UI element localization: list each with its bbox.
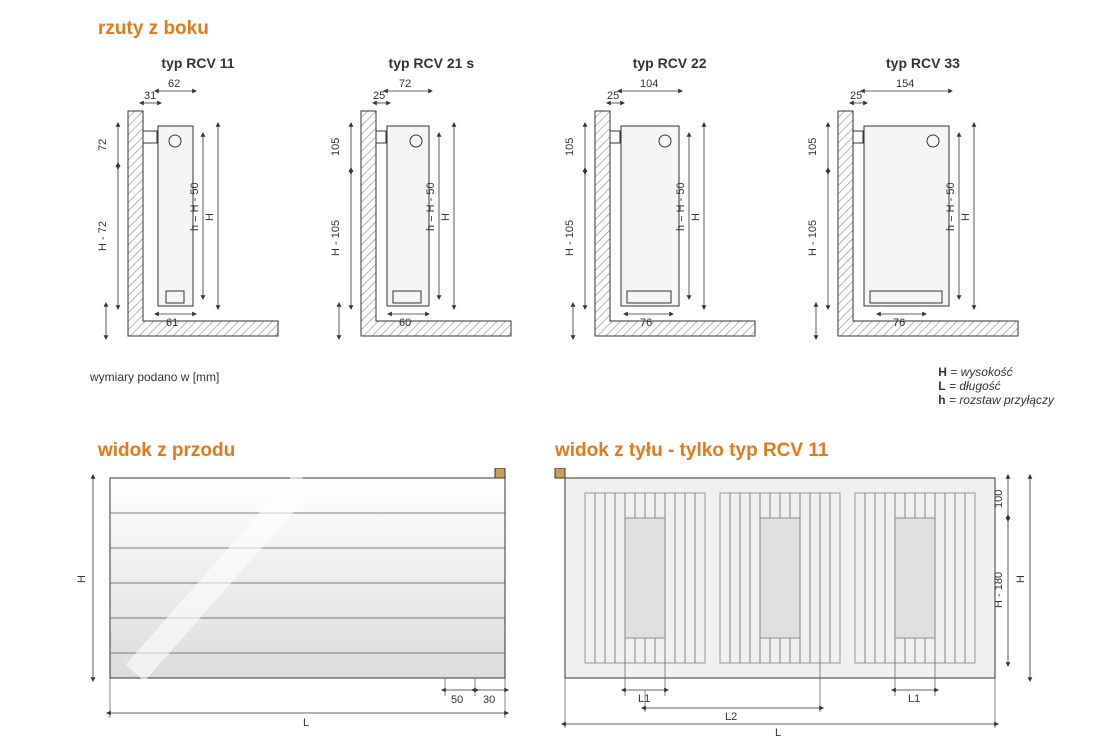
svg-text:154: 154: [896, 78, 914, 90]
legend-H: wysokość: [961, 365, 1013, 379]
back-svg: 100 H - 180 H L1 L1 L2 L: [540, 468, 1060, 748]
svg-text:L1: L1: [908, 693, 920, 705]
svg-text:50: 50: [451, 694, 463, 706]
svg-text:min. 100: min. 100: [331, 287, 332, 329]
title-front: widok z przodu: [98, 440, 235, 462]
type-label-1: typ RCV 21 s: [331, 55, 531, 71]
svg-text:h = H - 50: h = H - 50: [945, 182, 957, 231]
type-label-3: typ RCV 33: [808, 55, 1038, 71]
svg-text:H: H: [690, 213, 702, 221]
svg-text:100: 100: [993, 490, 1005, 508]
svg-text:25: 25: [607, 90, 619, 102]
svg-text:61: 61: [166, 317, 178, 329]
svg-text:L2: L2: [725, 711, 737, 723]
dim-unit-note: wymiary podano w [mm]: [90, 370, 219, 384]
svg-text:H: H: [1015, 575, 1027, 583]
svg-text:H - 180: H - 180: [993, 572, 1005, 608]
svg-text:105: 105: [808, 138, 819, 156]
svg-text:105: 105: [565, 138, 576, 156]
front-svg: H 50 30 L: [75, 468, 525, 748]
svg-text:72: 72: [98, 139, 109, 151]
legend-h: rozstaw przyłączy: [959, 393, 1054, 407]
title-side: rzuty z boku: [98, 18, 209, 40]
svg-text:104: 104: [640, 78, 658, 90]
svg-text:H: H: [204, 213, 216, 221]
side-view-0: typ RCV 11 31 62 72 H - 72 min. 100 h = …: [98, 55, 298, 376]
svg-text:H: H: [76, 575, 88, 583]
svg-text:30: 30: [483, 694, 495, 706]
svg-text:h = H - 50: h = H - 50: [425, 182, 437, 231]
svg-text:min. 100: min. 100: [98, 287, 99, 329]
svg-text:H - 105: H - 105: [808, 220, 819, 256]
side-view-2: typ RCV 22 25 104 105 H - 105 min. 100 h…: [565, 55, 775, 376]
svg-text:60: 60: [399, 317, 411, 329]
svg-text:H - 105: H - 105: [331, 220, 342, 256]
legend-L: długość: [959, 379, 1000, 393]
type-label-2: typ RCV 22: [565, 55, 775, 71]
side-svg-2: 25 104 105 H - 105 min. 100 h = H - 50 H…: [565, 71, 775, 371]
svg-text:min. 100: min. 100: [808, 287, 809, 329]
side-view-1: typ RCV 21 s 25 72 105 H - 105 min. 100 …: [331, 55, 531, 376]
svg-text:25: 25: [850, 90, 862, 102]
svg-text:H: H: [440, 213, 452, 221]
side-svg-0: 31 62 72 H - 72 min. 100 h = H - 50 H 61: [98, 71, 298, 371]
svg-text:76: 76: [893, 317, 905, 329]
side-views-row: typ RCV 11 31 62 72 H - 72 min. 100 h = …: [98, 55, 1038, 376]
svg-text:31: 31: [144, 90, 156, 102]
legend: H = wysokość L = długość h = rozstaw prz…: [938, 365, 1054, 407]
type-label-0: typ RCV 11: [98, 55, 298, 71]
svg-text:25: 25: [373, 90, 385, 102]
svg-text:h = H - 50: h = H - 50: [675, 182, 687, 231]
svg-text:H - 105: H - 105: [565, 220, 576, 256]
svg-text:76: 76: [640, 317, 652, 329]
svg-text:h = H - 50: h = H - 50: [189, 182, 201, 231]
svg-text:H: H: [960, 213, 972, 221]
svg-text:105: 105: [331, 138, 342, 156]
side-svg-3: 25 154 105 H - 105 min. 100 h = H - 50 H…: [808, 71, 1038, 371]
svg-text:L: L: [303, 717, 309, 729]
side-view-3: typ RCV 33 25 154 105 H - 105 min. 100 h…: [808, 55, 1038, 376]
svg-text:L1: L1: [638, 693, 650, 705]
svg-text:min. 100: min. 100: [565, 287, 566, 329]
title-back: widok z tyłu - tylko typ RCV 11: [555, 440, 828, 462]
side-svg-1: 25 72 105 H - 105 min. 100 h = H - 50 H …: [331, 71, 531, 371]
svg-text:62: 62: [168, 78, 180, 90]
svg-text:L: L: [775, 727, 781, 739]
svg-text:72: 72: [399, 78, 411, 90]
svg-text:H - 72: H - 72: [98, 221, 109, 251]
